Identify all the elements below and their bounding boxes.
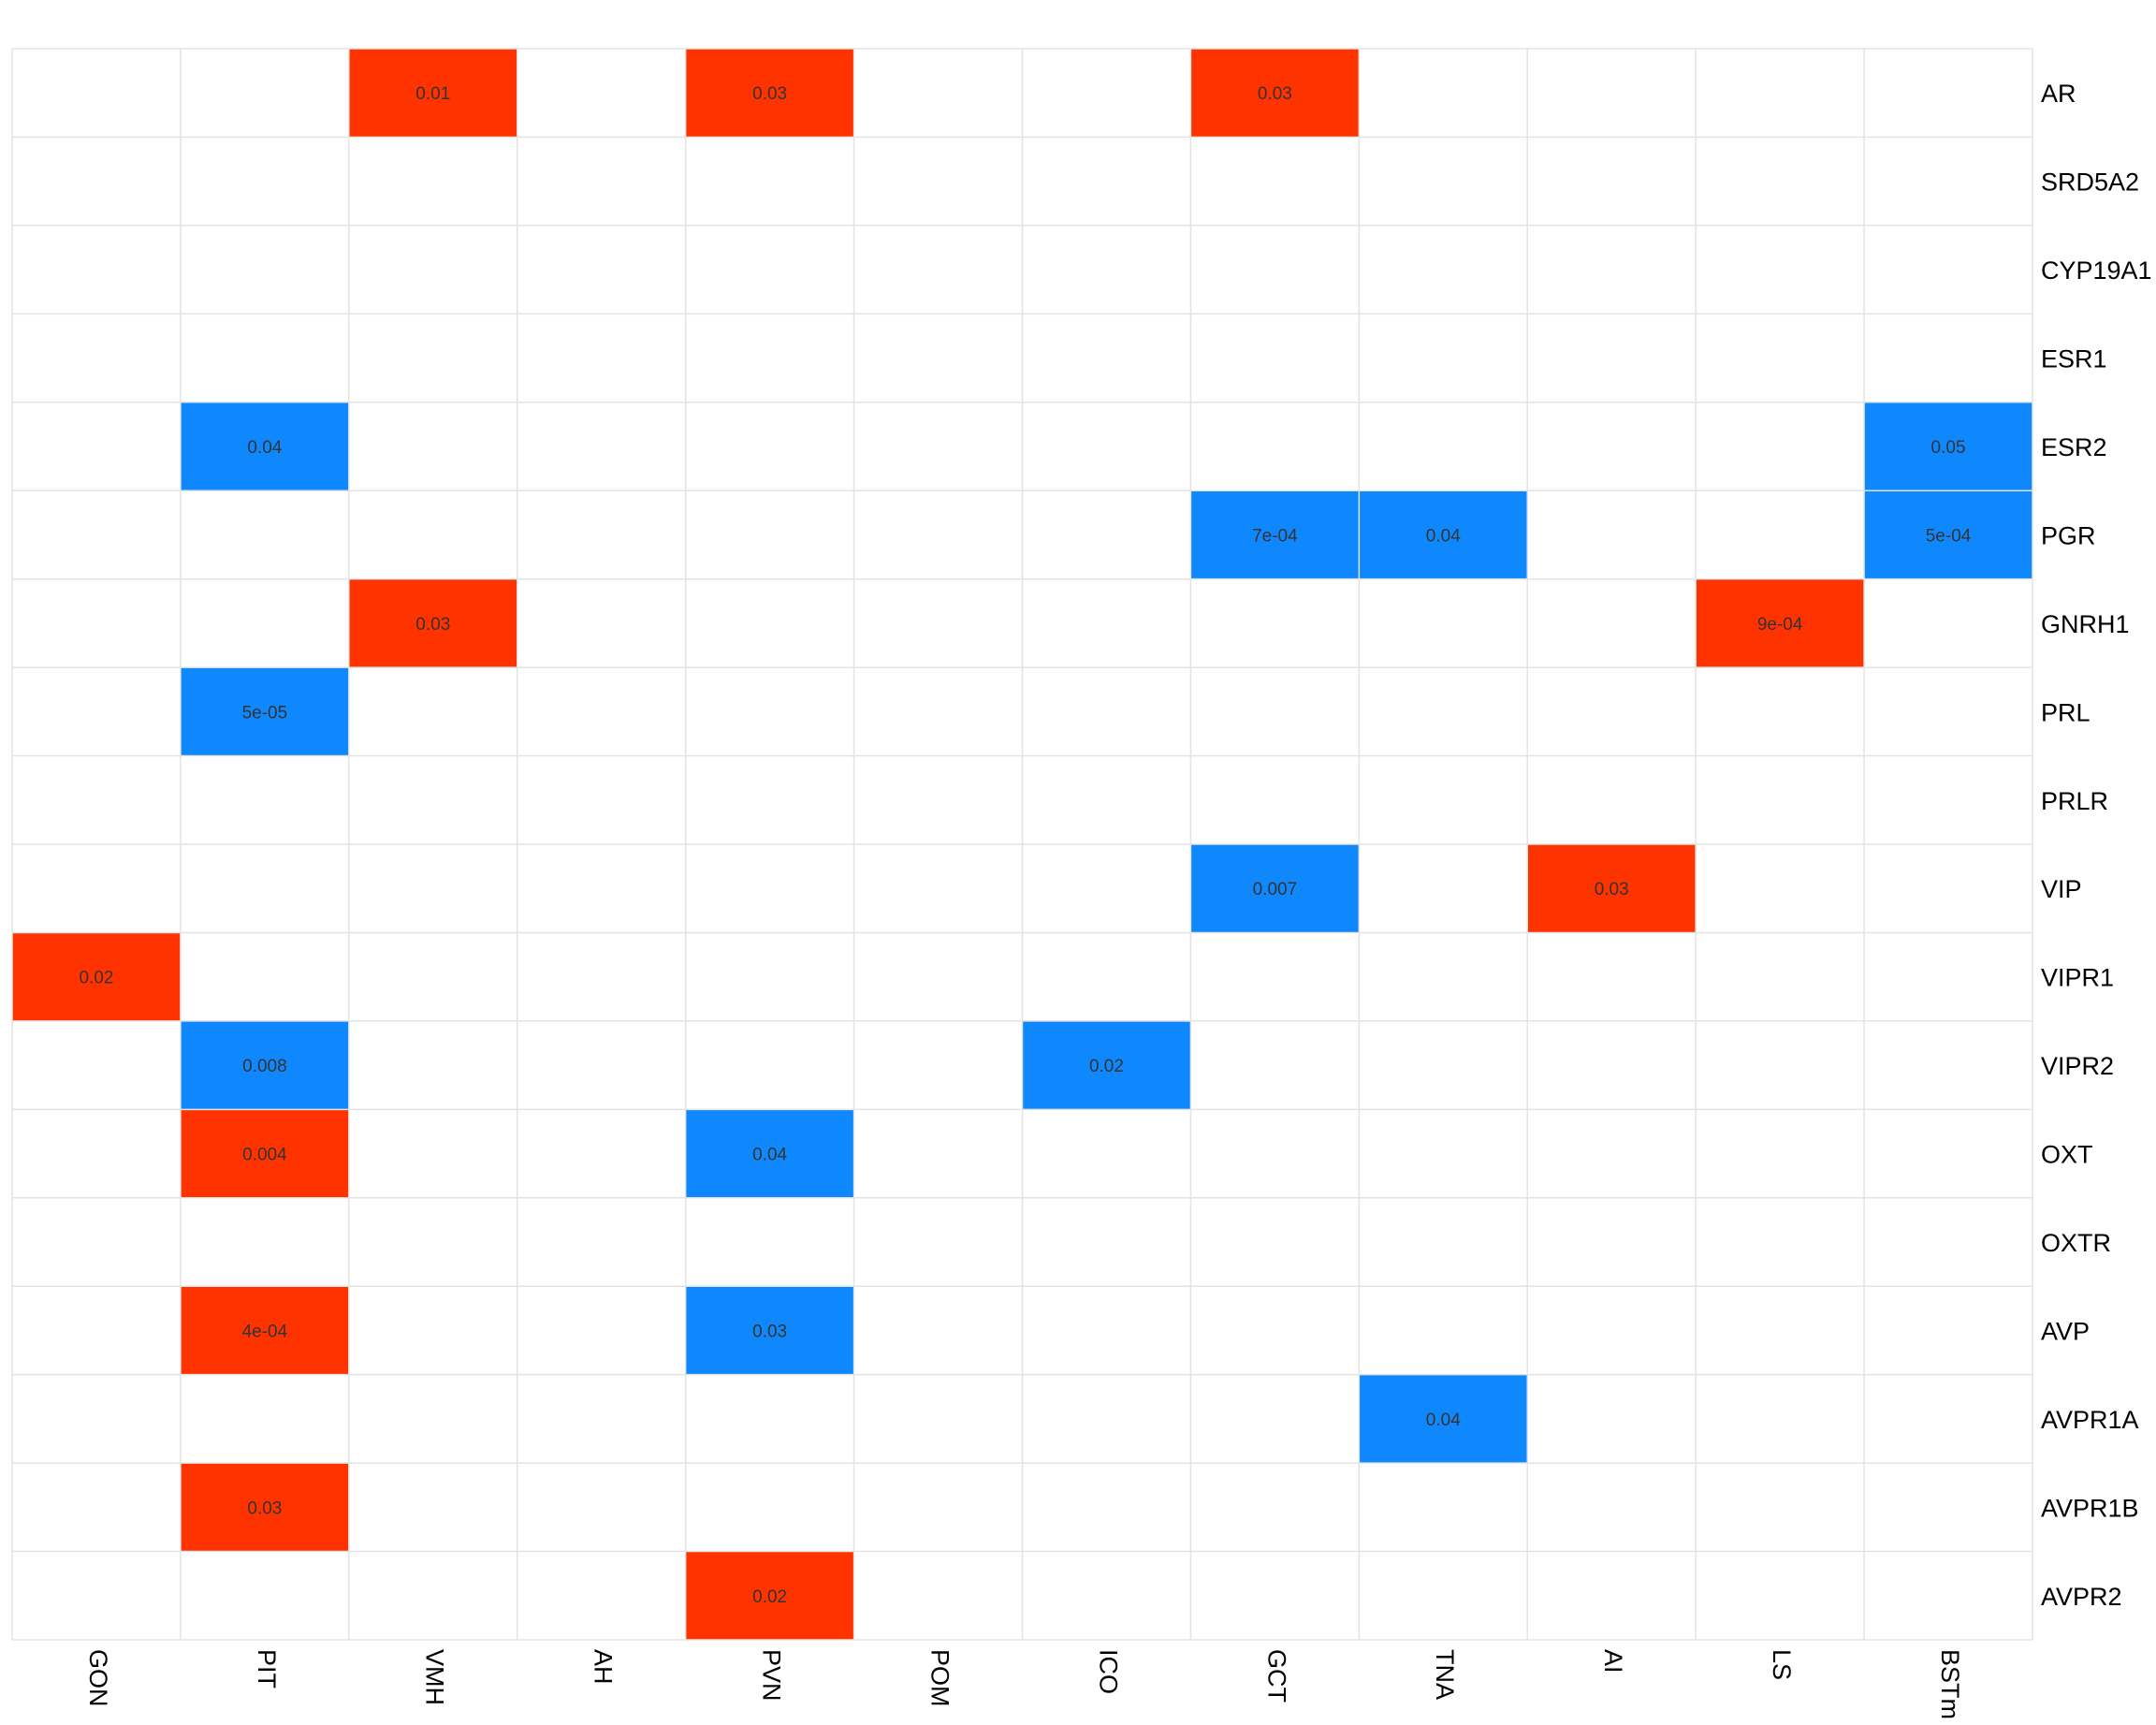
column-label-vmh: VMH xyxy=(421,1649,449,1705)
row-label-prl: PRL xyxy=(2041,698,2090,726)
row-label-pgr: PGR xyxy=(2041,521,2096,549)
cell-value-label: 5e-04 xyxy=(1926,526,1972,546)
cell-value-label: 0.03 xyxy=(1258,84,1292,104)
column-label-ico: ICO xyxy=(1094,1649,1122,1694)
heatmap-cell-ar-vmh xyxy=(348,49,517,138)
cell-value-label: 9e-04 xyxy=(1757,615,1803,635)
heatmap-cell-ar-gct xyxy=(1190,49,1360,138)
row-label-esr2: ESR2 xyxy=(2041,433,2107,461)
heatmap-cell-pgr-bstm xyxy=(1864,490,2032,579)
column-label-pom: POM xyxy=(925,1649,954,1707)
heatmap-cell-pgr-gct xyxy=(1190,490,1360,579)
cell-value-label: 0.04 xyxy=(752,1146,787,1165)
column-label-gon: GON xyxy=(84,1649,112,1707)
row-label-avpr2: AVPR2 xyxy=(2041,1583,2122,1611)
cells-layer xyxy=(12,49,2032,1640)
heatmap-cell-esr2-bstm xyxy=(1864,402,2032,491)
row-label-avp: AVP xyxy=(2041,1317,2090,1345)
heatmap-cell-avpr1b-pit xyxy=(180,1463,349,1552)
heatmap-cell-gnrh1-ls xyxy=(1696,578,1865,668)
row-label-esr1: ESR1 xyxy=(2041,345,2107,373)
grid-layer xyxy=(11,48,2033,1641)
column-label-tna: TNA xyxy=(1431,1649,1459,1700)
column-label-ah: AH xyxy=(590,1649,618,1685)
heatmap-cell-gnrh1-vmh xyxy=(348,578,517,668)
heatmap-cell-vipr1-gon xyxy=(12,932,181,1021)
column-label-bstm: BSTm xyxy=(1936,1649,1964,1719)
cell-labels-layer: 0.01 0.03 0.03 0.04 0.05 7e-04 0.04 5e-04 0.03 9e… xyxy=(79,84,1971,1607)
heatmap-cell-vip-gct xyxy=(1190,844,1360,933)
row-label-cyp19a1: CYP19A1 xyxy=(2041,256,2152,285)
cell-value-label: 0.04 xyxy=(247,438,282,458)
heatmap-cell-avpr1a-tna xyxy=(1359,1374,1528,1464)
row-label-prlr: PRLR xyxy=(2041,787,2108,815)
column-labels: GON PIT VMH AH PVN POM ICO GCT TNA AI LS BSTm xyxy=(84,1649,1964,1719)
row-label-oxtr: OXTR xyxy=(2041,1229,2111,1257)
column-label-gct: GCT xyxy=(1262,1649,1290,1703)
row-label-vip: VIP xyxy=(2041,875,2082,903)
heatmap-cell-avp-pit xyxy=(180,1286,349,1375)
row-label-srd5a2: SRD5A2 xyxy=(2041,168,2139,197)
heatmap-cell-esr2-pit xyxy=(180,402,349,491)
cell-value-label: 7e-04 xyxy=(1252,526,1298,546)
column-label-pit: PIT xyxy=(253,1649,281,1688)
row-label-vipr1: VIPR1 xyxy=(2041,964,2114,992)
cell-value-label: 0.03 xyxy=(1595,880,1629,899)
row-label-avpr1a: AVPR1A xyxy=(2041,1406,2139,1434)
row-label-oxt: OXT xyxy=(2041,1141,2093,1169)
cell-value-label: 0.008 xyxy=(242,1057,287,1076)
row-label-ar: AR xyxy=(2041,80,2076,108)
row-label-gnrh1: GNRH1 xyxy=(2041,610,2130,638)
heatmap-cell-ar-pvn xyxy=(685,49,854,138)
cell-value-label: 0.007 xyxy=(1253,880,1298,899)
cell-value-label: 0.05 xyxy=(1931,438,1966,458)
heatmap-cell-vip-ai xyxy=(1527,844,1697,933)
cell-value-label: 0.03 xyxy=(415,615,450,635)
cell-value-label: 5e-05 xyxy=(242,703,288,723)
cell-value-label: 0.04 xyxy=(1426,526,1461,546)
row-label-avpr1b: AVPR1B xyxy=(2041,1494,2139,1522)
heatmap-cell-pgr-tna xyxy=(1359,490,1528,579)
cell-value-label: 4e-04 xyxy=(242,1322,288,1341)
cell-value-label: 0.03 xyxy=(752,84,787,104)
heatmap-cell-oxt-pit xyxy=(180,1109,349,1198)
heatmap-cell-vipr2-pit xyxy=(180,1020,349,1110)
column-label-ls: LS xyxy=(1768,1649,1796,1680)
row-labels: AR SRD5A2 CYP19A1 ESR1 ESR2 PGR GNRH1 PRL PRLR VI… xyxy=(2041,80,2152,1611)
column-label-ai: AI xyxy=(1599,1649,1627,1674)
heatmap-cell-avp-pvn xyxy=(685,1286,854,1375)
cell-value-label: 0.03 xyxy=(752,1322,787,1341)
column-label-pvn: PVN xyxy=(758,1649,786,1702)
cell-value-label: 0.02 xyxy=(752,1587,787,1607)
cell-value-label: 0.02 xyxy=(79,969,113,988)
heatmap-cell-avpr2-pvn xyxy=(685,1551,854,1640)
heatmap-cell-prl-pit xyxy=(180,667,349,756)
cell-value-label: 0.004 xyxy=(242,1146,287,1165)
cell-value-label: 0.02 xyxy=(1089,1057,1124,1076)
cell-value-label: 0.01 xyxy=(415,84,450,104)
row-label-vipr2: VIPR2 xyxy=(2041,1052,2114,1080)
heatmap-cell-oxt-pvn xyxy=(685,1109,854,1198)
heatmap-cell-vipr2-ico xyxy=(1022,1020,1191,1110)
cell-value-label: 0.04 xyxy=(1426,1411,1461,1430)
cell-value-label: 0.03 xyxy=(247,1498,282,1518)
